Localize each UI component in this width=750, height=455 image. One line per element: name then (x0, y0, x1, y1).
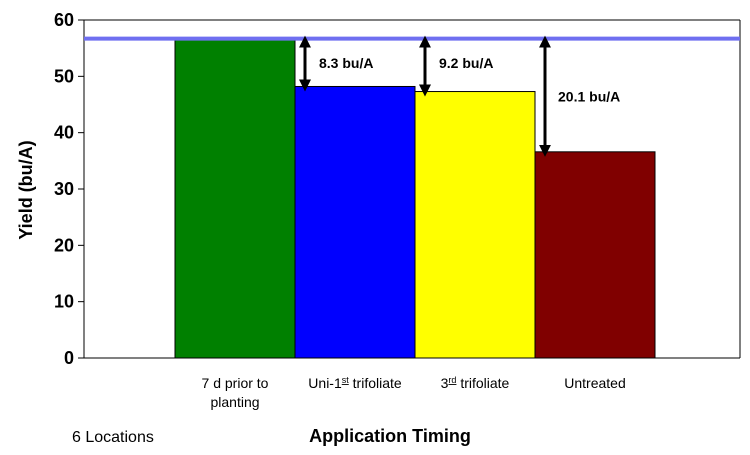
y-tick-label: 0 (64, 348, 74, 368)
bar-3 (534, 151, 656, 359)
y-axis-title: Yield (bu/A) (16, 140, 36, 239)
x-axis-title: Application Timing (309, 426, 471, 446)
bar-2 (414, 91, 536, 359)
y-tick-label: 40 (54, 123, 74, 143)
y-tick-label: 50 (54, 66, 74, 86)
footnote-locations: 6 Locations (72, 429, 154, 446)
bars (174, 39, 656, 359)
x-tick-label-1: Uni-1st trifoliate (308, 375, 402, 391)
x-tick-label-2: 3rd trifoliate (441, 375, 510, 391)
difference-label-1: 8.3 bu/A (319, 55, 373, 71)
annotations: 8.3 bu/A 9.2 bu/A 20.1 bu/A (299, 35, 620, 157)
y-axis: 0 10 20 30 40 50 60 (54, 10, 85, 368)
x-tick-label-0: 7 d prior to (202, 375, 269, 391)
y-tick-label: 10 (54, 292, 74, 312)
bar-0 (174, 39, 296, 359)
difference-label-2: 9.2 bu/A (439, 55, 493, 71)
x-tick-label-3: Untreated (564, 375, 625, 391)
x-tick-label-0-line2: planting (210, 394, 259, 410)
y-tick-label: 30 (54, 179, 74, 199)
difference-label-3: 20.1 bu/A (558, 89, 620, 105)
category-labels: 7 d prior to planting Uni-1st trifoliate 3r… (202, 375, 626, 410)
y-tick-label: 20 (54, 235, 74, 255)
y-tick-label: 60 (54, 10, 74, 30)
bar-1 (294, 85, 416, 359)
